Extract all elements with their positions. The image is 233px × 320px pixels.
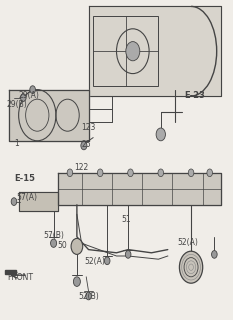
Circle shape xyxy=(128,169,133,177)
Text: 52(A): 52(A) xyxy=(177,238,198,247)
Text: 57(B): 57(B) xyxy=(43,231,64,240)
Text: 25: 25 xyxy=(82,140,91,149)
Text: 1: 1 xyxy=(14,139,19,148)
Text: 50: 50 xyxy=(57,241,67,250)
Polygon shape xyxy=(89,6,221,96)
Text: 123: 123 xyxy=(82,123,96,132)
Polygon shape xyxy=(19,192,58,211)
Circle shape xyxy=(179,251,203,283)
Circle shape xyxy=(86,292,91,300)
Text: E-23: E-23 xyxy=(184,91,205,100)
Text: 51: 51 xyxy=(121,215,131,224)
Circle shape xyxy=(126,42,140,61)
Text: E-15: E-15 xyxy=(14,174,35,183)
Text: 52(A): 52(A) xyxy=(84,257,105,266)
Text: FRONT: FRONT xyxy=(7,273,33,282)
Circle shape xyxy=(11,198,17,205)
Text: 57(A): 57(A) xyxy=(16,193,37,202)
Text: 29(B): 29(B) xyxy=(7,100,28,109)
Circle shape xyxy=(21,94,26,101)
Circle shape xyxy=(104,257,110,265)
Circle shape xyxy=(158,169,164,177)
Circle shape xyxy=(188,169,194,177)
Text: 29(A): 29(A) xyxy=(19,91,40,100)
Polygon shape xyxy=(5,270,16,274)
Circle shape xyxy=(156,128,165,141)
Polygon shape xyxy=(58,173,221,205)
Circle shape xyxy=(207,169,212,177)
Text: 122: 122 xyxy=(75,163,89,172)
Circle shape xyxy=(212,251,217,258)
Text: 52(B): 52(B) xyxy=(78,292,99,301)
Circle shape xyxy=(125,251,131,258)
Circle shape xyxy=(67,169,73,177)
Circle shape xyxy=(51,239,57,247)
Circle shape xyxy=(71,238,83,254)
Polygon shape xyxy=(9,90,89,141)
Bar xyxy=(93,16,158,86)
Circle shape xyxy=(97,169,103,177)
Circle shape xyxy=(81,141,87,150)
Circle shape xyxy=(30,86,35,93)
Circle shape xyxy=(73,277,80,286)
